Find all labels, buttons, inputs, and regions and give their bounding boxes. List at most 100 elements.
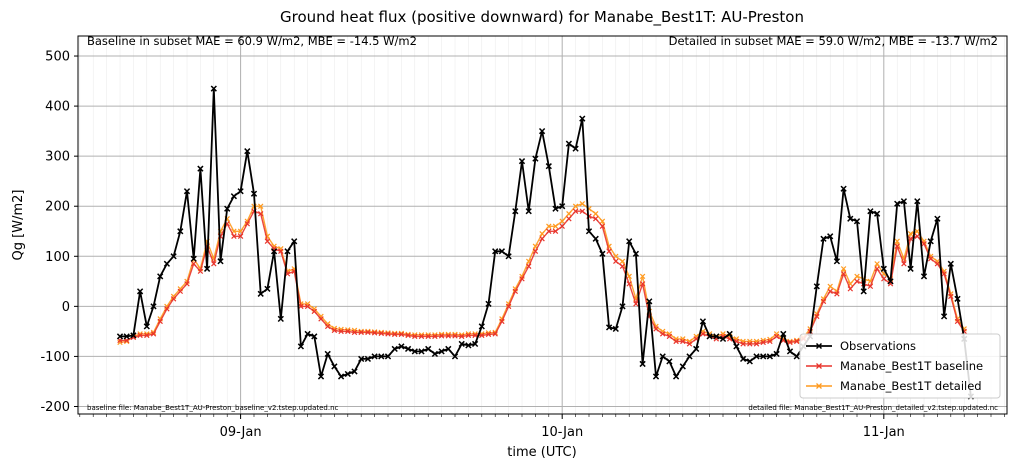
data-point xyxy=(606,248,612,255)
data-point xyxy=(639,273,646,280)
data-point xyxy=(753,353,760,360)
data-point xyxy=(773,350,780,358)
data-point xyxy=(559,218,565,224)
data-point xyxy=(773,333,780,340)
data-point xyxy=(311,308,318,315)
legend-label-detailed: Manabe_Best1T detailed xyxy=(840,379,982,393)
data-point xyxy=(150,303,157,310)
x-axis: 09-Jan 10-Jan 11-Jan xyxy=(79,414,1005,440)
data-point xyxy=(934,261,941,267)
data-point xyxy=(914,198,921,205)
data-point xyxy=(766,353,774,360)
data-point xyxy=(592,216,599,222)
data-point xyxy=(452,333,458,339)
data-point xyxy=(673,338,679,345)
data-point xyxy=(552,228,559,234)
data-point xyxy=(244,221,251,227)
data-point xyxy=(940,313,948,320)
data-point xyxy=(613,258,619,265)
data-point xyxy=(498,248,506,255)
data-point xyxy=(787,338,793,345)
data-point xyxy=(485,331,492,338)
data-point xyxy=(639,281,646,287)
data-point xyxy=(385,331,391,337)
data-point xyxy=(451,353,459,360)
data-point xyxy=(324,350,331,358)
data-point xyxy=(371,330,378,336)
data-point xyxy=(572,203,579,209)
x-tick-label: 10-Jan xyxy=(541,425,583,440)
data-point xyxy=(954,295,961,302)
data-point xyxy=(827,283,833,290)
data-point xyxy=(210,85,217,92)
data-point xyxy=(311,333,318,340)
data-point xyxy=(418,333,425,340)
data-point xyxy=(559,203,566,210)
data-point xyxy=(820,298,827,305)
data-point xyxy=(566,216,572,222)
data-point xyxy=(351,329,358,336)
data-point xyxy=(203,265,211,272)
data-point xyxy=(699,318,707,325)
data-point xyxy=(364,355,372,363)
y-tick-label: 0 xyxy=(62,300,70,315)
data-point xyxy=(411,348,418,355)
data-point xyxy=(338,328,344,335)
data-point xyxy=(532,248,539,255)
data-point xyxy=(700,331,706,337)
data-point xyxy=(901,261,907,267)
data-point xyxy=(150,331,157,337)
data-point xyxy=(552,223,559,229)
data-point xyxy=(425,345,432,353)
data-point xyxy=(934,215,941,222)
data-point xyxy=(391,345,398,353)
data-point xyxy=(921,241,927,247)
data-point xyxy=(304,330,311,338)
legend-marker-detailed xyxy=(816,383,822,389)
y-tick-label: 500 xyxy=(45,50,70,65)
data-point xyxy=(639,360,646,368)
data-point xyxy=(492,331,498,337)
data-point xyxy=(686,353,693,360)
data-point xyxy=(619,258,626,265)
data-point xyxy=(465,332,472,339)
data-point xyxy=(250,190,258,197)
data-point xyxy=(706,333,713,340)
data-point xyxy=(298,303,304,310)
data-point xyxy=(579,115,586,122)
data-point xyxy=(378,353,385,360)
data-point xyxy=(525,208,532,215)
data-point xyxy=(854,278,860,285)
data-point xyxy=(499,318,505,325)
data-point xyxy=(278,248,284,255)
series-observations xyxy=(116,85,975,400)
data-point xyxy=(820,235,827,242)
data-point xyxy=(231,233,237,239)
data-point xyxy=(257,203,264,209)
data-point xyxy=(244,148,251,155)
data-point xyxy=(378,330,385,337)
data-point xyxy=(351,368,358,375)
data-point xyxy=(552,205,559,212)
data-point xyxy=(505,303,512,310)
data-point xyxy=(190,255,197,262)
data-point xyxy=(672,373,680,380)
data-point xyxy=(445,345,452,353)
data-point xyxy=(847,215,854,222)
data-point xyxy=(432,333,438,340)
legend-marker-observations xyxy=(815,342,823,350)
data-point xyxy=(793,353,800,360)
data-point xyxy=(358,355,365,363)
data-point xyxy=(539,236,545,242)
data-point xyxy=(874,266,880,272)
data-point xyxy=(881,276,887,282)
data-point xyxy=(371,353,378,360)
data-point xyxy=(833,258,841,265)
data-point xyxy=(793,338,800,345)
data-point xyxy=(840,271,847,277)
y-tick-label: 400 xyxy=(45,100,70,115)
data-point xyxy=(318,316,324,322)
data-point xyxy=(123,333,130,340)
data-point xyxy=(458,340,465,348)
